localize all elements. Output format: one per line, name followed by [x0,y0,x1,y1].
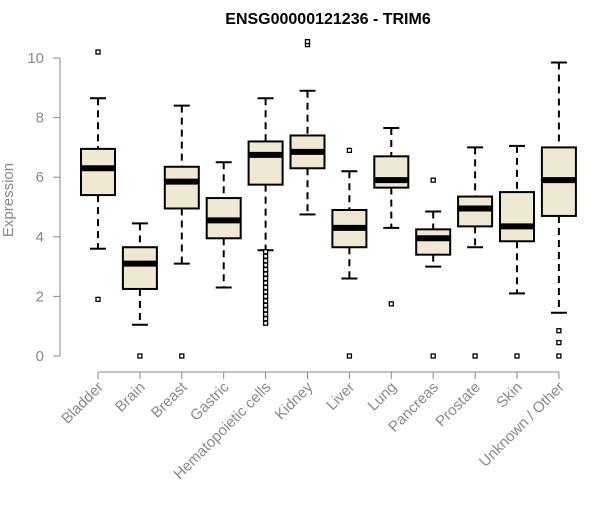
y-tick-label: 8 [36,110,44,127]
x-tick-label: Skin [493,379,526,412]
outlier-point [556,328,562,334]
box-iqr [247,140,284,186]
y-tick-label: 6 [36,169,44,186]
box-skin [499,144,535,359]
outlier-point [262,257,269,264]
outlier-point [262,307,269,313]
outlier-point [95,49,101,55]
outlier-point [262,262,269,268]
box-lung [373,127,410,307]
outlier-point [262,275,269,282]
chart-title: ENSG00000121236 - TRIM6 [225,11,431,28]
box-group [80,38,577,359]
outlier-point [262,289,269,295]
y-tick-label: 10 [27,50,44,67]
box-liver [331,147,368,359]
outlier-point [430,353,436,359]
outlier-point [430,177,436,183]
box-prostate [457,146,494,359]
box-pancreas [415,177,452,359]
outlier-point [262,284,269,291]
x-tick-label: Bladder [58,379,107,428]
outlier-point [262,271,269,277]
box-breast [163,104,200,359]
outlier-point [514,353,520,359]
box-brain [121,222,158,359]
box-kidney [289,38,326,216]
box-iqr [163,165,200,210]
box-iqr [415,228,452,256]
x-tick-label: Brain [112,379,149,416]
outlier-point [304,38,311,45]
y-tick-label: 2 [36,288,44,305]
box-unknown-other [540,61,577,359]
outlier-point [472,353,478,359]
y-axis-label: Expression [0,163,17,237]
outlier-point [262,253,269,259]
x-tick-label: Prostate [432,379,484,431]
outlier-point [346,147,353,154]
y-tick-label: 0 [36,348,44,365]
box-bladder [80,49,116,303]
box-hematopoietic-cells [247,97,284,326]
box-iqr [121,246,158,290]
outlier-point [179,353,185,359]
outlier-point [262,293,269,300]
outlier-point [137,353,143,359]
outlier-point [262,311,269,317]
y-axis: 0 2 4 6 8 10 [27,50,61,365]
outlier-point [556,339,562,346]
outlier-point [262,302,269,308]
outlier-point [262,266,269,273]
box-iqr [499,191,535,243]
x-tick-label: Kidney [272,378,317,423]
box-iqr [80,147,116,197]
outlier-point [346,353,353,359]
outlier-point [262,280,269,286]
outlier-point [262,320,269,326]
outlier-point [556,353,562,359]
outlier-point [262,298,269,304]
outlier-point [262,249,269,255]
x-tick-label: Lung [365,379,401,415]
x-tick-label: Breast [148,378,191,421]
x-tick-label: Liver [323,379,358,414]
y-tick-label: 4 [36,229,44,246]
outlier-point [95,296,101,303]
outlier-point [388,301,394,307]
box-gastric [205,161,242,289]
outlier-point [262,316,269,322]
